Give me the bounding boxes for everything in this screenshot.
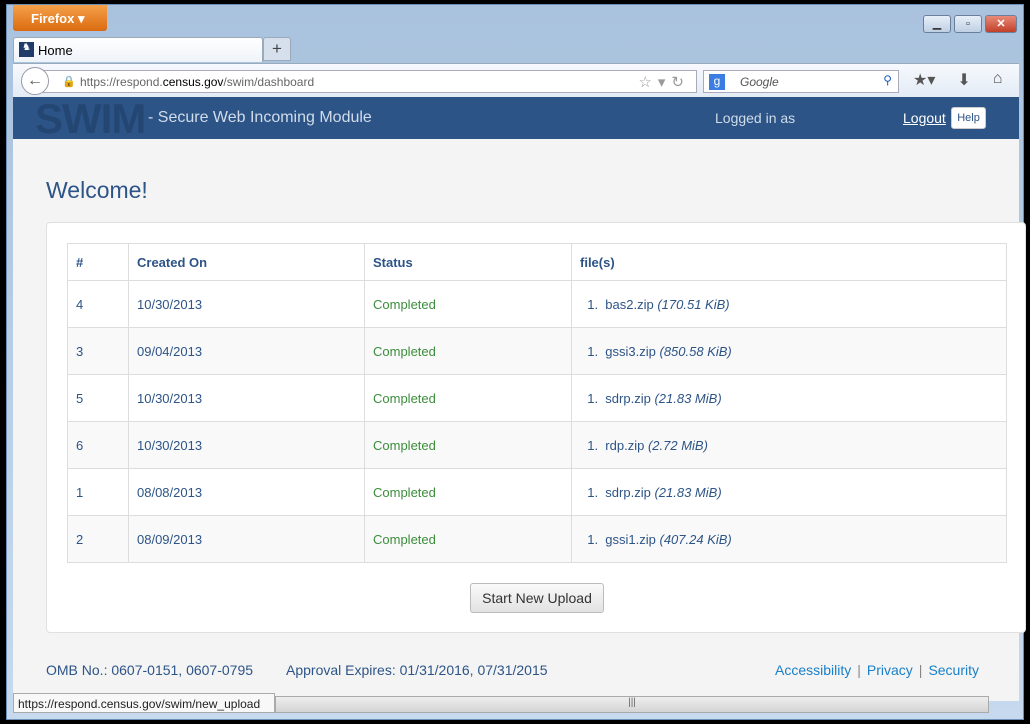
file-size: (21.83 MiB) <box>654 484 722 500</box>
row-number[interactable]: 4 <box>67 280 129 328</box>
history-dropdown-icon[interactable]: ▾ <box>657 74 672 91</box>
url-path: /swim/dashboard <box>223 75 315 89</box>
uploads-table: # Created On Status file(s) 4 10/30/2013… <box>67 243 1007 563</box>
table-row: 3 09/04/2013 Completed 1. gssi3.zip (850… <box>67 327 1007 375</box>
col-files: file(s) <box>571 243 1007 281</box>
back-button[interactable]: ← <box>21 67 49 95</box>
file-name[interactable]: rdp.zip <box>605 437 645 453</box>
url-bar[interactable]: 🔒 https://respond.census.gov/swim/dashboa… <box>43 70 697 93</box>
file-size: (170.51 KiB) <box>657 296 730 312</box>
search-input[interactable]: g Google ⚲ <box>703 70 899 93</box>
file-size: (21.83 MiB) <box>654 390 722 406</box>
file-cell: 1. sdrp.zip (21.83 MiB) <box>571 468 1007 516</box>
new-tab-button[interactable]: + <box>263 37 291 61</box>
row-number[interactable]: 6 <box>67 421 129 469</box>
file-name[interactable]: gssi1.zip <box>605 531 656 547</box>
separator: | <box>918 662 923 678</box>
footer-links: Accessibility | Privacy | Security <box>775 662 979 678</box>
site-subtitle: - Secure Web Incoming Module <box>148 109 372 126</box>
status: Completed <box>364 327 572 375</box>
table-row: 5 10/30/2013 Completed 1. sdrp.zip (21.8… <box>67 374 1007 422</box>
created-on[interactable]: 10/30/2013 <box>128 280 365 328</box>
browser-window: Firefox ▾ ▁ ▫ ✕ ♞ Home + 🔒 https://respond… <box>6 4 1026 720</box>
row-number[interactable]: 1 <box>67 468 129 516</box>
row-number[interactable]: 5 <box>67 374 129 422</box>
bookmark-star-icon[interactable]: ☆ <box>638 74 658 91</box>
reload-icon[interactable]: ↻ <box>671 74 690 91</box>
url-prefix: https://respond. <box>80 75 163 89</box>
search-placeholder: Google <box>740 75 779 89</box>
file-cell: 1. rdp.zip (2.72 MiB) <box>571 421 1007 469</box>
file-cell: 1. gssi1.zip (407.24 KiB) <box>571 515 1007 563</box>
table-row: 2 08/09/2013 Completed 1. gssi1.zip (407… <box>67 515 1007 563</box>
col-created-on: Created On <box>128 243 365 281</box>
accessibility-link[interactable]: Accessibility <box>775 662 852 678</box>
status: Completed <box>364 421 572 469</box>
favicon-icon: ♞ <box>19 42 34 57</box>
omb-number: OMB No.: 0607-0151, 0607-0795 <box>46 662 254 678</box>
file-name[interactable]: bas2.zip <box>605 296 654 312</box>
created-on[interactable]: 10/30/2013 <box>128 421 365 469</box>
file-size: (407.24 KiB) <box>659 531 732 547</box>
bookmarks-icon[interactable]: ★▾ <box>913 72 936 89</box>
status: Completed <box>364 515 572 563</box>
file-size: (850.58 KiB) <box>659 343 732 359</box>
help-button[interactable]: Help <box>951 107 986 129</box>
status: Completed <box>364 468 572 516</box>
nav-bar: 🔒 https://respond.census.gov/swim/dashboa… <box>13 63 1019 97</box>
file-size: (2.72 MiB) <box>647 437 708 453</box>
file-name[interactable]: gssi3.zip <box>605 343 656 359</box>
file-cell: 1. sdrp.zip (21.83 MiB) <box>571 374 1007 422</box>
tab-home[interactable]: ♞ Home <box>13 37 263 62</box>
created-on[interactable]: 10/30/2013 <box>128 374 365 422</box>
status-bar-url: https://respond.census.gov/swim/new_uplo… <box>13 693 275 713</box>
status: Completed <box>364 280 572 328</box>
table-row: 4 10/30/2013 Completed 1. bas2.zip (170.… <box>67 280 1007 328</box>
file-cell: 1. bas2.zip (170.51 KiB) <box>571 280 1007 328</box>
tab-title: Home <box>38 43 73 58</box>
col-number: # <box>67 243 129 281</box>
page-title: Welcome! <box>46 177 148 203</box>
created-on[interactable]: 08/08/2013 <box>128 468 365 516</box>
logout-link[interactable]: Logout <box>903 110 946 126</box>
table-row: 6 10/30/2013 Completed 1. rdp.zip (2.72 … <box>67 421 1007 469</box>
logged-in-label: Logged in as <box>715 110 796 126</box>
url-domain: census.gov <box>162 75 224 89</box>
home-icon[interactable]: ⌂ <box>992 70 1003 87</box>
close-button[interactable]: ✕ <box>985 15 1017 33</box>
page-content: SWIM - Secure Web Incoming Module Logged… <box>13 95 1026 701</box>
uploads-panel: # Created On Status file(s) 4 10/30/2013… <box>46 222 1026 633</box>
firefox-menu-label: Firefox <box>31 11 75 26</box>
security-link[interactable]: Security <box>928 662 980 678</box>
horizontal-scrollbar[interactable]: ||| <box>275 696 989 713</box>
approval-expires: Approval Expires: 01/31/2016, 07/31/2015 <box>286 662 548 678</box>
download-icon[interactable]: ⬇ <box>957 72 971 89</box>
swim-logo: SWIM <box>35 95 146 142</box>
col-status: Status <box>364 243 572 281</box>
file-name[interactable]: sdrp.zip <box>605 390 651 406</box>
privacy-link[interactable]: Privacy <box>866 662 913 678</box>
created-on[interactable]: 09/04/2013 <box>128 327 365 375</box>
search-icon[interactable]: ⚲ <box>883 73 892 87</box>
row-number[interactable]: 2 <box>67 515 129 563</box>
firefox-menu-button[interactable]: Firefox ▾ <box>13 5 107 31</box>
start-new-upload-button[interactable]: Start New Upload <box>470 583 604 613</box>
site-header: SWIM - Secure Web Incoming Module Logged… <box>13 95 1019 142</box>
minimize-button[interactable]: ▁ <box>923 15 951 33</box>
google-icon: g <box>709 74 725 90</box>
lock-icon: 🔒 <box>62 76 76 88</box>
status: Completed <box>364 374 572 422</box>
row-number[interactable]: 3 <box>67 327 129 375</box>
separator: | <box>857 662 861 678</box>
file-cell: 1. gssi3.zip (850.58 KiB) <box>571 327 1007 375</box>
table-row: 1 08/08/2013 Completed 1. sdrp.zip (21.8… <box>67 468 1007 516</box>
created-on[interactable]: 08/09/2013 <box>128 515 365 563</box>
file-name[interactable]: sdrp.zip <box>605 484 651 500</box>
maximize-button[interactable]: ▫ <box>954 15 982 33</box>
